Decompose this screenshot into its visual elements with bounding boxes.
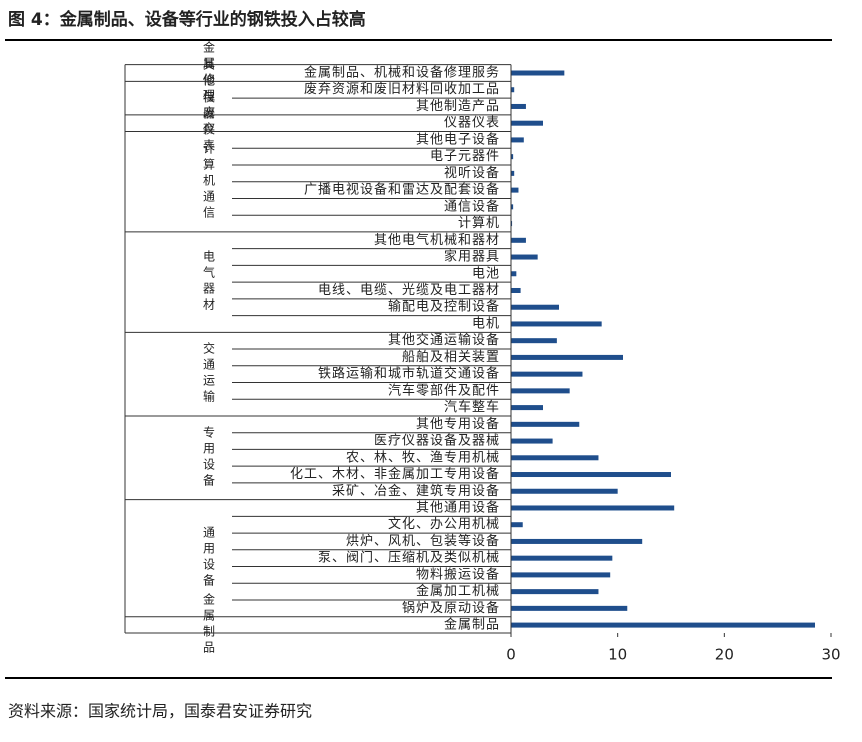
chart-title: 图 4：金属制品、设备等行业的钢铁投入占较高 (8, 9, 366, 30)
x-tick-label: 20 (715, 646, 734, 664)
category-label: 汽车零部件及配件 (388, 382, 500, 398)
bar (511, 388, 570, 394)
bar (511, 505, 675, 511)
category-label: 烘炉、风机、包装等设备 (346, 533, 500, 549)
category-label: 金属加工机械 (416, 583, 500, 599)
category-label: 泵、阀门、压缩机及类似机械 (318, 550, 500, 566)
category-label: 废弃资源和废旧材料回收加工品 (304, 81, 500, 97)
group-label: 金属制品 (202, 592, 216, 657)
bar (511, 354, 623, 360)
category-label: 输配电及控制设备 (388, 299, 500, 315)
category-label: 其他制造产品 (416, 99, 500, 114)
bar (511, 321, 602, 327)
category-label: 其他通用设备 (416, 499, 500, 515)
category-label: 船舶及相关装置 (402, 349, 500, 365)
bar (511, 605, 628, 611)
category-label: 仪器仪表 (444, 116, 500, 131)
group-label: 仪器仪表 (202, 91, 216, 155)
bar (511, 472, 671, 478)
bar (511, 421, 580, 427)
bar (511, 70, 565, 76)
category-label: 电池 (472, 266, 500, 281)
bar (511, 187, 519, 193)
bar (511, 538, 643, 544)
bar (511, 204, 514, 210)
bar (511, 287, 521, 293)
source: 资料来源：国家统计局，国泰君安证券研究 (8, 702, 312, 721)
bar (511, 170, 515, 176)
bar (511, 87, 515, 93)
x-tick-label: 0 (506, 646, 516, 664)
category-label: 电机 (472, 316, 500, 331)
category-label: 采矿、冶金、建筑专用设备 (332, 483, 500, 499)
category-label: 其他电气机械和器材 (374, 232, 500, 248)
group-label: 金属修理 (202, 40, 216, 105)
bar (511, 304, 559, 310)
category-label: 金属制品 (444, 617, 500, 633)
category-label: 其他交通运输设备 (388, 332, 500, 348)
category-label: 文化、办公用机械 (388, 517, 500, 532)
category-label: 其他专用设备 (416, 416, 500, 432)
bar (511, 103, 526, 109)
category-label: 铁路运输和城市轨道交通设备 (318, 366, 500, 382)
bar (511, 522, 523, 528)
x-tick-label: 10 (608, 646, 627, 664)
group-label: 其他与废弃 (202, 58, 216, 138)
bar (511, 338, 557, 344)
bar (511, 589, 599, 595)
bar (511, 221, 513, 227)
category-label: 通信设备 (444, 198, 500, 214)
category-label: 汽车整车 (444, 399, 500, 415)
bar (511, 405, 543, 411)
category-label: 电子元器件 (430, 149, 500, 164)
category-label: 农、林、牧、渔专用机械 (346, 450, 500, 465)
bar (511, 137, 524, 143)
category-label: 家用器具 (444, 249, 500, 265)
category-label: 金属制品、机械和设备修理服务 (304, 65, 500, 81)
bar (511, 271, 517, 277)
bar (511, 488, 618, 494)
x-tick-label: 30 (821, 646, 840, 664)
group-label: 专用设备 (202, 424, 216, 489)
category-label: 视听设备 (444, 165, 500, 181)
bar (511, 622, 815, 628)
group-label: 计算机通信 (202, 141, 216, 221)
category-label: 化工、木材、非金属加工专用设备 (290, 466, 500, 482)
category-label: 广播电视设备和雷达及配套设备 (304, 182, 500, 198)
bar (511, 371, 583, 377)
bar (511, 154, 514, 160)
group-label: 通用设备 (202, 526, 216, 590)
bar (511, 455, 599, 461)
bar (511, 120, 543, 126)
bar (511, 555, 613, 561)
bar (511, 438, 553, 444)
group-label: 交通运输 (202, 341, 216, 406)
bar (511, 572, 611, 578)
category-label: 计算机 (458, 216, 500, 231)
group-label: 电气器材 (202, 250, 216, 314)
category-label: 医疗仪器设备及器械 (374, 433, 500, 449)
category-label: 其他电子设备 (416, 131, 500, 147)
bar (511, 237, 526, 243)
category-label: 锅炉及原动设备 (402, 600, 500, 616)
bar (511, 254, 538, 260)
category-label: 物料搬运设备 (416, 566, 500, 582)
category-label: 电线、电缆、光缆及电工器材 (318, 282, 500, 298)
